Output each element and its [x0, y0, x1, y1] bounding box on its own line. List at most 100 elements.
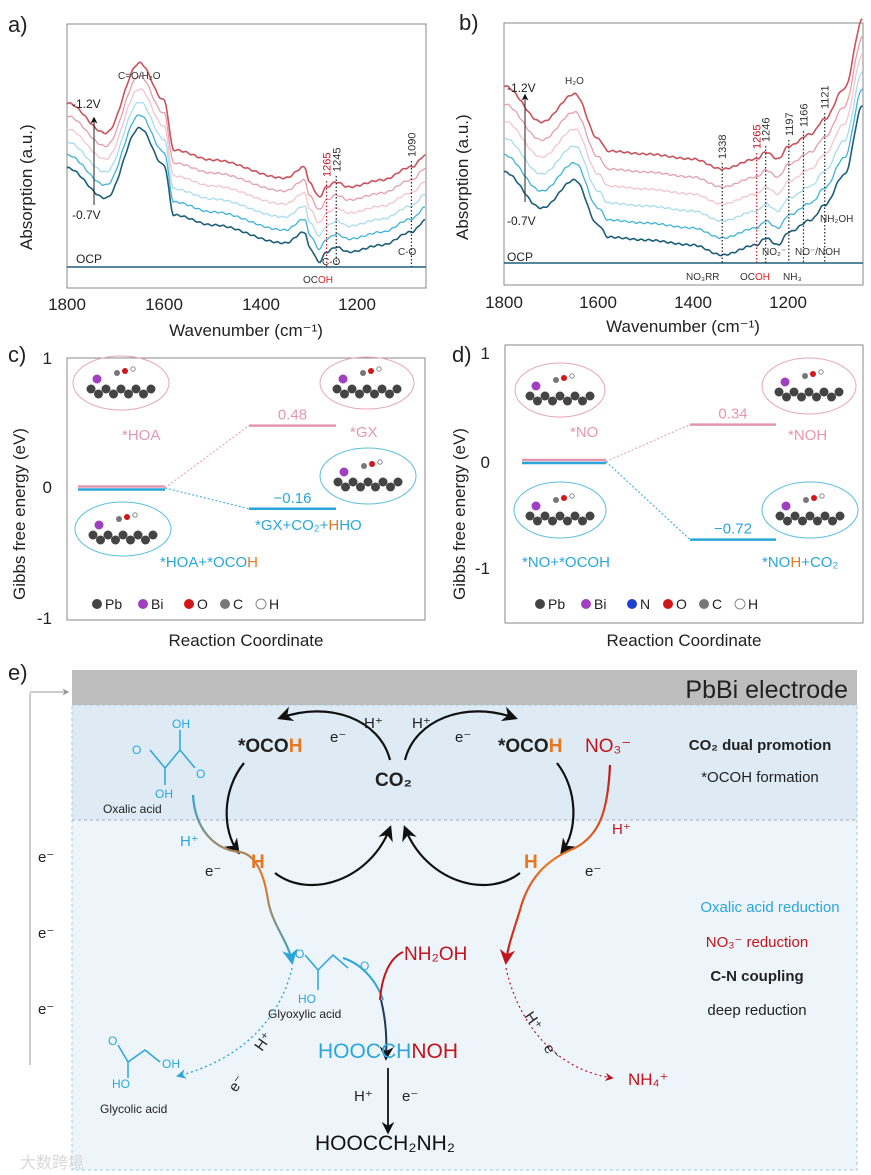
atom-c [803, 497, 809, 503]
no3rr-label: NO₃RR [686, 272, 720, 283]
atom-c [116, 516, 122, 522]
atom-label: HO [112, 1077, 130, 1091]
legend-label: C [233, 596, 243, 612]
species-label: *NO [570, 424, 598, 441]
electron-label: e⁻ [38, 1001, 54, 1018]
atom-label: O [132, 743, 141, 757]
legend-swatch-bi [581, 599, 591, 609]
energy-connector [164, 487, 250, 510]
atom-pb [124, 389, 133, 399]
atom-o [369, 461, 375, 467]
proton-label: H⁺ [354, 1088, 373, 1105]
atom-pb [133, 530, 143, 540]
legend-swatch-h [255, 598, 267, 610]
atom-pb [835, 511, 845, 521]
atom-label: HO [298, 992, 316, 1006]
atom-pb [378, 477, 388, 487]
electron-label: e⁻ [330, 729, 346, 746]
x-tick: 1400 [242, 295, 280, 314]
arrow-h-to-co2-right [402, 825, 521, 887]
x-tick: 1800 [485, 293, 523, 312]
hydroxylamine-label: NH₂OH [404, 944, 467, 965]
atom-pb [146, 384, 156, 394]
atom-pb [139, 389, 148, 399]
co2-label: CO₂ [375, 770, 412, 791]
proton-label: H⁺ [364, 715, 383, 732]
legend-swatch-o [184, 599, 194, 609]
proton-label: H⁺ [180, 833, 199, 850]
ocp-label: OCP [507, 250, 533, 264]
plot-frame [66, 23, 427, 289]
atom-pb [774, 387, 784, 397]
atom-pb [548, 516, 557, 526]
atom-pb [804, 387, 814, 397]
atom-pb [775, 511, 785, 521]
atom-pb [371, 482, 380, 492]
atom-pb [585, 511, 595, 521]
electron-label: e⁻ [455, 729, 471, 746]
electron-label: e⁻ [540, 1041, 563, 1064]
atom-pb [563, 396, 572, 406]
nh3-label: NH₃ [783, 272, 802, 283]
atom-pb [819, 387, 829, 397]
atom-pb [116, 384, 126, 394]
oxime-product: HOOCCHNOH [318, 1040, 458, 1063]
arrow-ocoh-to-h-right [556, 762, 576, 855]
energy-value-label: 0.34 [718, 406, 747, 423]
atom-pb [555, 511, 565, 521]
nh2oh-label: NH₂OH [820, 214, 853, 225]
atom-pb [393, 477, 403, 487]
y-axis-label: Absorption (a.u.) [453, 114, 472, 240]
atom-pb [131, 384, 141, 394]
noh-label: NO⁻/NOH [795, 247, 840, 258]
atom-h [132, 512, 138, 518]
ocp-label: OCP [76, 252, 102, 266]
peak-marker-label: 1246 [761, 118, 773, 142]
atom-label: O [196, 767, 205, 781]
atom-label: OH [155, 787, 173, 801]
panel-label: d) [452, 342, 472, 367]
atom-pb [86, 384, 96, 394]
electron-label: e⁻ [585, 863, 601, 880]
nitrate-label: NO₃⁻ [585, 736, 631, 757]
y-axis-label: Gibbs free energy (eV) [450, 428, 469, 600]
atom-pb [790, 511, 800, 521]
y-axis-label: Gibbs free energy (eV) [10, 428, 29, 600]
y-tick: 0 [43, 478, 52, 497]
no2-label: NO₂⁻ [762, 247, 786, 258]
glycolic-acid-structure [117, 1044, 161, 1078]
x-axis-label: Wavenumber (cm⁻¹) [606, 317, 760, 336]
x-axis-label: Wavenumber (cm⁻¹) [169, 321, 323, 340]
legend-label: C [712, 596, 722, 612]
atom-pb [148, 530, 158, 540]
atom-pb [783, 516, 792, 526]
peak-marker-label: 1265 [322, 153, 334, 177]
atom-legend: Pb Bi N O C H [535, 596, 758, 612]
adsorbate-structure-image [319, 356, 415, 410]
arrow-ocoh-to-h-left [224, 762, 245, 855]
atom-pb [525, 511, 535, 521]
legend-ocoh-formation: *OCOH formation [701, 769, 819, 786]
legend-label: Pb [105, 596, 122, 612]
atom-pb [355, 389, 364, 399]
y-tick: 0 [481, 453, 490, 472]
atom-pb [555, 391, 565, 401]
adsorbed-h-left: H [251, 852, 265, 873]
atom-c [361, 463, 367, 469]
atom-pb [525, 391, 535, 401]
peak-marker-label: 1090 [406, 133, 418, 157]
legend-swatch-c [220, 599, 230, 609]
y-tick: -1 [37, 609, 52, 628]
atom-pb [827, 392, 836, 402]
atom-legend: Pb Bi O C H [92, 596, 279, 612]
species-label: *NOH+CO₂ [762, 554, 838, 571]
y-tick: -1 [475, 559, 490, 578]
atom-o [122, 368, 128, 374]
atom-pb [812, 392, 821, 402]
atom-pb [370, 389, 379, 399]
ocoh-intermediate-left: *OCOH [238, 736, 302, 757]
spectrum-line [66, 126, 426, 264]
atom-c [553, 377, 559, 383]
atom-pb [540, 391, 550, 401]
